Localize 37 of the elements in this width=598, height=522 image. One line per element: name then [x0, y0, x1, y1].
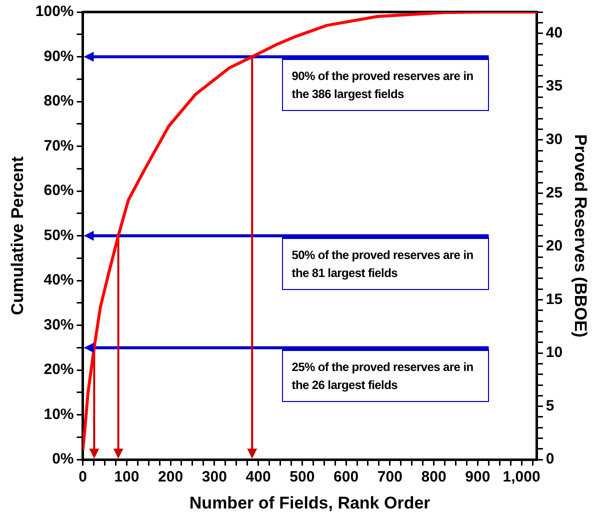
ref-line-label: 50% of the proved reserves are in the 81 largest fields — [282, 236, 489, 290]
y-tick-label: 40% — [44, 272, 74, 289]
y2-axis-title: Proved Reserves (BBOE) — [571, 134, 590, 338]
y-tick-label: 60% — [44, 182, 74, 200]
y2-tick-label: 35 — [546, 78, 563, 95]
x-tick-label: 600 — [334, 468, 359, 486]
ref-line-label: 25% of the proved reserves are in the 26 largest fields — [282, 348, 489, 402]
x-tick-label: 900 — [465, 468, 490, 486]
y2-tick-label: 15 — [546, 290, 563, 308]
y-tick-label: 70% — [44, 137, 74, 154]
y-tick-label: 20% — [44, 361, 74, 378]
x-axis-title: Number of Fields, Rank Order — [189, 493, 431, 512]
y-axis-title: Cumulative Percent — [8, 156, 27, 316]
x-tick-label: 1,000 — [502, 468, 540, 486]
y-tick-label: 50% — [44, 226, 74, 244]
y2-tick-label: 5 — [546, 397, 554, 414]
y2-tick-label: 25 — [546, 184, 563, 202]
y-tick-label: 100% — [35, 3, 74, 20]
x-tick-label: 400 — [246, 468, 271, 486]
x-tick-label: 100 — [114, 468, 140, 486]
y2-tick-label: 0 — [546, 450, 554, 468]
y-tick-label: 0% — [52, 450, 74, 468]
x-tick-label: 0 — [78, 468, 87, 486]
y2-tick-label: 10 — [546, 344, 563, 362]
ref-line-label: 90% of the proved reserves are in the 386 largest fields — [282, 58, 489, 111]
y-tick-label: 10% — [44, 406, 74, 423]
y2-tick-label: 30 — [546, 131, 563, 148]
x-tick-label: 200 — [158, 468, 184, 486]
y-tick-label: 90% — [44, 48, 74, 65]
x-tick-label: 700 — [377, 468, 402, 486]
y2-tick-label: 40 — [546, 24, 563, 42]
y2-tick-label: 20 — [546, 238, 563, 255]
x-tick-label: 500 — [290, 468, 315, 486]
y-tick-label: 30% — [44, 316, 74, 334]
x-tick-label: 800 — [421, 468, 446, 486]
y-tick-label: 80% — [44, 92, 74, 110]
x-tick-label: 300 — [202, 468, 227, 486]
